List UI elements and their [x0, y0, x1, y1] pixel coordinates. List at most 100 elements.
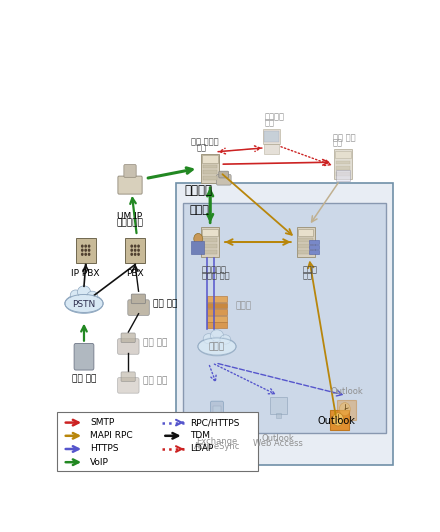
- Circle shape: [137, 245, 140, 248]
- Text: TDM: TDM: [190, 431, 210, 440]
- Bar: [298, 229, 313, 236]
- FancyBboxPatch shape: [330, 410, 349, 430]
- Bar: [207, 310, 227, 315]
- Bar: [298, 250, 313, 254]
- Text: 외부 전화: 외부 전화: [72, 375, 96, 384]
- Text: MAPI RPC: MAPI RPC: [90, 431, 133, 440]
- Text: ActiveSync: ActiveSync: [194, 442, 240, 451]
- Ellipse shape: [199, 339, 235, 354]
- Bar: [275, 413, 281, 418]
- FancyBboxPatch shape: [270, 397, 287, 414]
- Text: RPC/HTTPS: RPC/HTTPS: [190, 418, 239, 427]
- Text: 서버: 서버: [302, 271, 312, 280]
- Bar: [202, 229, 218, 236]
- Circle shape: [134, 245, 136, 248]
- FancyBboxPatch shape: [183, 203, 386, 433]
- Text: 통합 메시징: 통합 메시징: [191, 137, 219, 146]
- Bar: [213, 406, 221, 414]
- Text: IP PBX: IP PBX: [71, 270, 100, 278]
- FancyBboxPatch shape: [125, 237, 145, 263]
- FancyBboxPatch shape: [74, 344, 94, 370]
- Text: 서버: 서버: [197, 143, 206, 152]
- Circle shape: [137, 253, 140, 256]
- FancyBboxPatch shape: [117, 339, 139, 354]
- FancyBboxPatch shape: [128, 300, 149, 315]
- Ellipse shape: [65, 294, 103, 313]
- FancyBboxPatch shape: [131, 294, 146, 304]
- Bar: [336, 166, 350, 170]
- FancyBboxPatch shape: [216, 174, 231, 185]
- Bar: [298, 238, 313, 242]
- Bar: [336, 161, 350, 164]
- Text: 방화벽: 방화벽: [236, 301, 252, 310]
- Bar: [203, 244, 217, 248]
- Bar: [207, 303, 227, 309]
- Text: 디렉터리: 디렉터리: [265, 113, 285, 122]
- Bar: [203, 170, 217, 174]
- Text: SMTP: SMTP: [90, 418, 114, 427]
- Text: 사서함: 사서함: [302, 265, 317, 275]
- Text: Outlook: Outlook: [318, 417, 356, 427]
- Text: 내부 전화: 내부 전화: [153, 299, 177, 308]
- Bar: [203, 250, 217, 254]
- Bar: [309, 240, 319, 245]
- Bar: [203, 176, 217, 180]
- FancyBboxPatch shape: [334, 149, 352, 179]
- FancyBboxPatch shape: [57, 412, 258, 471]
- Bar: [207, 322, 227, 328]
- Circle shape: [134, 253, 136, 256]
- Bar: [336, 172, 350, 176]
- Bar: [207, 296, 227, 302]
- Text: 서버: 서버: [265, 118, 275, 127]
- Circle shape: [339, 403, 350, 415]
- FancyBboxPatch shape: [121, 333, 135, 343]
- Bar: [298, 244, 313, 248]
- Text: HTTPS: HTTPS: [90, 445, 119, 453]
- Circle shape: [130, 245, 133, 248]
- FancyBboxPatch shape: [117, 378, 139, 393]
- Bar: [309, 245, 319, 250]
- Text: PBX: PBX: [126, 270, 144, 278]
- Circle shape: [81, 253, 84, 256]
- Circle shape: [137, 248, 140, 252]
- Ellipse shape: [210, 330, 224, 342]
- Ellipse shape: [87, 291, 98, 301]
- Ellipse shape: [66, 295, 102, 312]
- FancyBboxPatch shape: [336, 170, 350, 181]
- Text: 서버: 서버: [333, 139, 343, 148]
- Text: 포리스트: 포리스트: [185, 184, 213, 196]
- Circle shape: [130, 253, 133, 256]
- FancyBboxPatch shape: [297, 227, 315, 257]
- Bar: [309, 250, 319, 254]
- Text: LDAP: LDAP: [190, 445, 213, 453]
- Text: 내부 전화: 내부 전화: [143, 377, 167, 386]
- Bar: [203, 238, 217, 242]
- FancyBboxPatch shape: [176, 182, 392, 466]
- Text: 액세스 서버: 액세스 서버: [202, 271, 229, 280]
- FancyBboxPatch shape: [191, 241, 204, 254]
- FancyBboxPatch shape: [219, 171, 229, 178]
- Text: Outlook: Outlook: [330, 387, 363, 396]
- Circle shape: [88, 253, 91, 256]
- Circle shape: [88, 245, 91, 248]
- Circle shape: [84, 245, 87, 248]
- Bar: [207, 316, 227, 321]
- FancyBboxPatch shape: [210, 401, 224, 427]
- Circle shape: [130, 248, 133, 252]
- Bar: [264, 131, 279, 142]
- FancyBboxPatch shape: [76, 237, 95, 263]
- FancyBboxPatch shape: [201, 227, 219, 257]
- Text: VoIP: VoIP: [90, 458, 109, 467]
- Ellipse shape: [70, 290, 81, 301]
- Text: 내부 전화: 내부 전화: [143, 338, 167, 347]
- Text: 사이트: 사이트: [190, 205, 209, 215]
- FancyBboxPatch shape: [121, 372, 135, 381]
- Text: Exchange: Exchange: [196, 437, 238, 446]
- FancyBboxPatch shape: [201, 154, 219, 183]
- Circle shape: [81, 245, 84, 248]
- Ellipse shape: [77, 286, 91, 298]
- Circle shape: [134, 248, 136, 252]
- Circle shape: [333, 413, 344, 426]
- FancyBboxPatch shape: [118, 176, 142, 194]
- Bar: [203, 164, 217, 168]
